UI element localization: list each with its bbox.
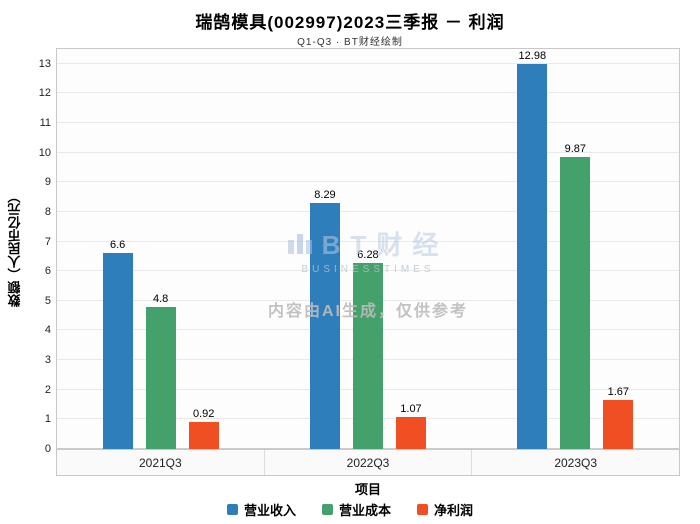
gridline [57, 210, 679, 212]
gridline [57, 151, 679, 153]
bar-groups: 6.6 4.8 0.92 8.29 6.28 1.07 12.98 9.87 1.67 [57, 49, 679, 449]
legend-swatch [417, 504, 428, 515]
bar-value-label: 1.67 [607, 385, 630, 398]
bar-value-label: 0.92 [192, 407, 215, 420]
bar-value-label: 6.28 [357, 248, 379, 261]
gridline [57, 62, 679, 64]
bar-group-2021Q3: 6.6 4.8 0.92 [57, 49, 264, 449]
bar-slot: 8.29 [309, 49, 340, 449]
bar-2021Q3[interactable] [145, 306, 176, 449]
legend-swatch [321, 504, 333, 515]
legend-item[interactable]: 营业成本 [321, 500, 391, 519]
bar-2022Q3[interactable] [352, 262, 383, 449]
bar-group-2022Q3: 8.29 6.28 1.07 [264, 49, 471, 449]
x-axis-category-band: 2021Q3 2022Q3 2023Q3 [56, 450, 680, 476]
bar-slot: 12.98 [517, 49, 548, 449]
y-tick-label: 4 [44, 324, 51, 337]
gridline [57, 122, 679, 124]
bar-slot: 4.8 [145, 49, 176, 449]
bar-2023Q3[interactable] [517, 64, 548, 449]
gridline [57, 240, 679, 242]
y-tick-label: 12 [38, 87, 51, 100]
bar-slot: 6.6 [102, 49, 133, 449]
bar-slot: 9.87 [560, 49, 591, 449]
y-axis-label: 数额（人民币亿元） [7, 190, 23, 308]
legend: 营业收入 营业成本 净利润 [0, 500, 700, 519]
legend-label: 净利润 [434, 503, 474, 518]
bar-2021Q3[interactable] [102, 253, 133, 449]
bar-slot: 0.92 [188, 49, 219, 449]
gridline [57, 92, 679, 94]
x-axis-label: 项目 [354, 482, 381, 497]
chart-subtitle: Q1-Q3 · BT财经绘制 [297, 37, 403, 48]
bar-value-label: 1.07 [400, 403, 422, 416]
y-tick-label: 8 [44, 205, 51, 218]
bar-2023Q3[interactable] [603, 399, 634, 449]
y-tick-label: 1 [44, 413, 51, 426]
bar-slot: 1.07 [395, 49, 426, 449]
y-tick-label: 6 [44, 265, 51, 278]
bar-value-label: 9.87 [564, 142, 587, 155]
y-tick-label: 0 [44, 443, 51, 455]
bar-slot: 1.67 [603, 49, 634, 449]
y-tick-label: 2 [44, 383, 51, 396]
y-tick-label: 7 [44, 235, 51, 248]
y-tick-label: 9 [44, 176, 51, 189]
y-tick-label: 5 [44, 294, 51, 307]
x-tick-label: 2023Q3 [471, 450, 679, 475]
bar-slot: 6.28 [352, 49, 383, 449]
gridline [57, 181, 679, 183]
bar-2022Q3[interactable] [309, 203, 340, 449]
bar-2022Q3[interactable] [395, 417, 426, 449]
y-tick-label: 13 [38, 57, 51, 70]
legend-label: 营业成本 [338, 503, 391, 518]
y-tick-label: 11 [39, 117, 51, 130]
legend-label: 营业收入 [243, 503, 296, 518]
legend-item[interactable]: 营业收入 [226, 500, 296, 519]
bar-2023Q3[interactable] [560, 156, 591, 449]
chart-title: 瑞鹄模具(002997)2023三季报 － 利润 [195, 13, 505, 32]
bar-group-2023Q3: 12.98 9.87 1.67 [472, 49, 679, 449]
bar-value-label: 4.8 [153, 292, 169, 305]
bar-value-label: 8.29 [314, 189, 336, 202]
legend-swatch [226, 504, 238, 515]
legend-item[interactable]: 净利润 [417, 500, 473, 519]
y-tick-label: 10 [38, 146, 51, 159]
bar-value-label: 6.6 [110, 239, 126, 252]
bar-2021Q3[interactable] [188, 421, 219, 449]
y-tick-label: 3 [44, 354, 51, 367]
bar-value-label: 12.98 [518, 50, 547, 63]
x-tick-label: 2021Q3 [138, 455, 182, 470]
x-tick-label: 2022Q3 [263, 450, 472, 475]
